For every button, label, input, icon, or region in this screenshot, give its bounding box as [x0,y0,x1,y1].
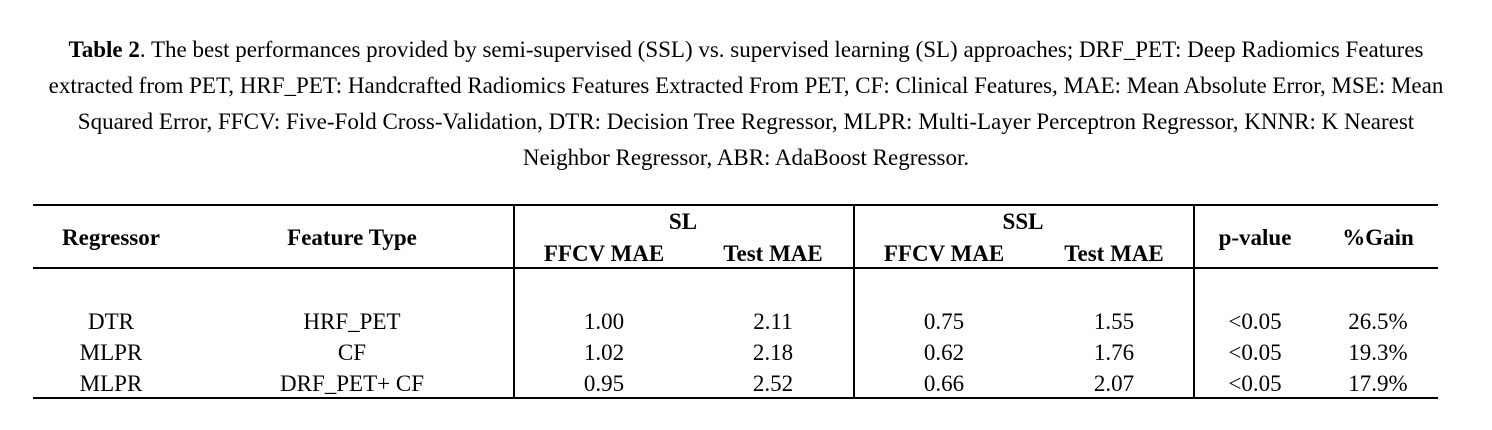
table-cell: MLPR [79,340,143,365]
table-cell: 17.9% [1348,371,1408,396]
header-cell: p-value [1218,225,1292,250]
column-divider [513,205,515,398]
table-cell: <0.05 [1228,340,1282,365]
rule-bottom [33,397,1438,399]
header-cell: Feature Type [287,225,417,250]
header-cell: FFCV MAE [883,241,1005,266]
header-cell: Test MAE [723,241,823,266]
table-cell: 0.75 [923,309,965,334]
table-cell: 2.52 [752,371,794,396]
header-cell: %Gain [1342,225,1414,250]
table-cell: 19.3% [1348,340,1408,365]
header-group: SSL [1002,209,1044,234]
table-cell: <0.05 [1228,371,1282,396]
table-cell: 0.66 [923,371,965,396]
table-cell: 1.02 [583,340,625,365]
table-cell: <0.05 [1228,309,1282,334]
column-divider [853,205,855,398]
table-cell: 2.07 [1093,371,1135,396]
caption-label: Table 2 [68,37,140,62]
header-cell: Regressor [62,225,160,250]
table-cell: HRF_PET [303,309,401,334]
table-cell: DTR [88,309,134,334]
table-cell: 2.11 [753,309,793,334]
table-cell: 1.55 [1093,309,1135,334]
caption: Table 2. The best performances provided … [46,32,1446,176]
table-cell: CF [337,340,367,365]
table-cell: 1.76 [1093,340,1135,365]
table-cell: 0.95 [583,371,625,396]
column-divider [1193,205,1195,398]
table-cell: 26.5% [1348,309,1408,334]
table-cell: 1.00 [583,309,625,334]
table-cell: 0.62 [923,340,965,365]
table-cell: 2.18 [752,340,794,365]
rule-top [33,204,1438,206]
rule-header [33,267,1438,269]
table-cell: DRF_PET+ CF [280,371,424,396]
header-cell: Test MAE [1064,241,1164,266]
caption-text: . The best performances provided by semi… [48,37,1444,170]
header-cell: FFCV MAE [543,241,665,266]
table-cell: MLPR [79,371,143,396]
header-group: SL [668,209,698,234]
